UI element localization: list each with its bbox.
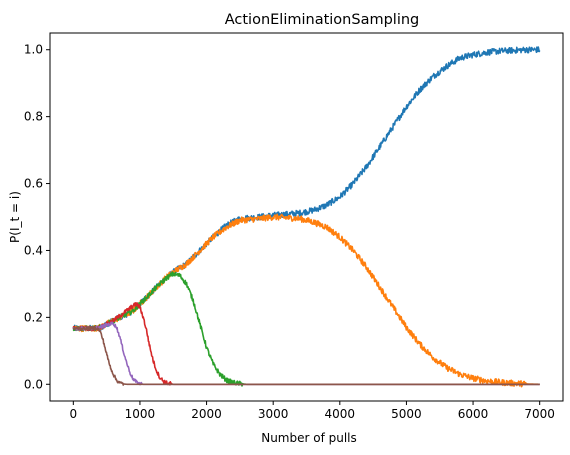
y-tick-label: 0.4 <box>24 243 43 257</box>
y-tick-label: 0.6 <box>24 177 43 191</box>
series-line-4 <box>72 302 541 386</box>
y-axis-label: P(I_t = i) <box>8 191 22 243</box>
x-axis-ticks: 0 1000 2000 3000 4000 5000 6000 7000 <box>69 401 555 421</box>
x-tick-label: 2000 <box>191 407 222 421</box>
x-tick-label: 7000 <box>524 407 555 421</box>
y-tick-label: 0.2 <box>24 310 43 324</box>
series-line-6 <box>72 325 541 386</box>
plot-area <box>72 46 541 388</box>
series-line-5 <box>72 321 541 386</box>
series-line-3 <box>72 271 541 387</box>
y-tick-label: 0.0 <box>24 377 43 391</box>
x-tick-label: 5000 <box>391 407 422 421</box>
plot-frame <box>49 32 564 402</box>
x-tick-label: 4000 <box>325 407 356 421</box>
y-tick-label: 1.0 <box>24 43 43 57</box>
y-axis-ticks: 0.0 0.2 0.4 0.6 0.8 1.0 <box>24 43 50 391</box>
x-tick-label: 6000 <box>458 407 489 421</box>
x-tick-label: 0 <box>69 407 77 421</box>
chart-title: ActionEliminationSampling <box>225 12 420 28</box>
x-tick-label: 3000 <box>258 407 289 421</box>
series-line-1 <box>72 46 541 332</box>
x-tick-label: 1000 <box>125 407 156 421</box>
y-tick-label: 0.8 <box>24 110 43 124</box>
x-axis-label: Number of pulls <box>261 431 357 445</box>
